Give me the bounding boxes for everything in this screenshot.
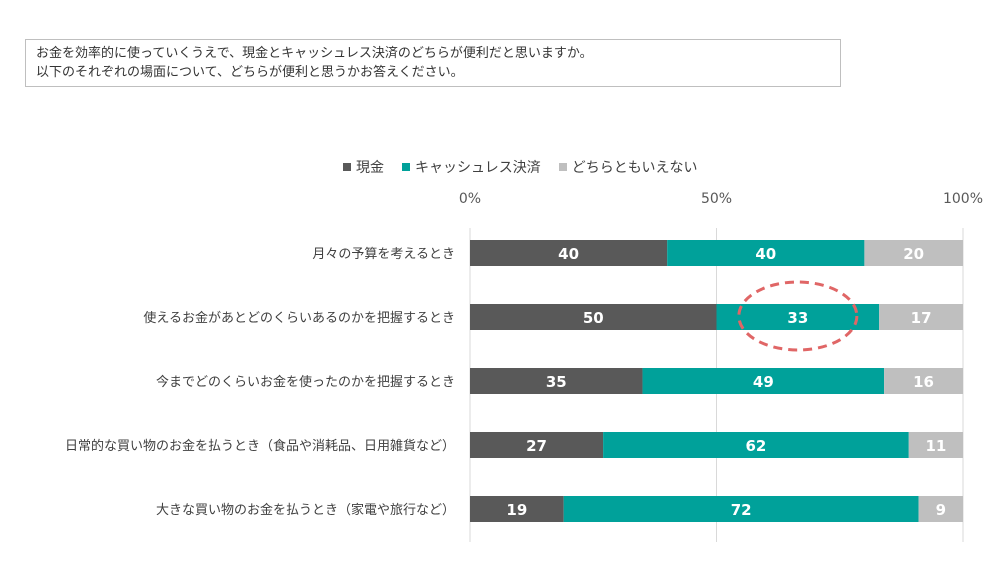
data-label-2-1: 17	[911, 309, 932, 327]
legend-swatch-neither	[558, 163, 567, 171]
bar-2-0	[864, 240, 963, 266]
legend-swatch-cash	[343, 163, 351, 171]
x-tick-label-50: 50%	[701, 191, 732, 207]
category-label-0: 月々の予算を考えるとき	[312, 247, 455, 262]
category-label-4: 大きな買い物のお金を払うとき（家電や旅行など）	[156, 502, 455, 518]
data-label-2-4: 9	[936, 501, 946, 519]
category-label-1: 使えるお金があとどのくらいあるのかを把握するとき	[143, 310, 455, 326]
bar-0-0	[470, 240, 668, 266]
category-label-2: 今までどのくらいお金を使ったのかを把握するとき	[156, 374, 455, 390]
bar-1-2	[642, 368, 885, 394]
highlight-ellipse	[737, 280, 859, 352]
legend-label-neither: どちらともいえない	[571, 160, 698, 176]
data-label-0-0: 40	[558, 245, 579, 263]
data-label-2-0: 20	[903, 245, 924, 263]
chart-legend: 現金 キャッシュレス決済 どちらともいえない	[343, 157, 697, 177]
bar-2-2	[884, 368, 963, 394]
data-label-0-3: 27	[526, 437, 547, 455]
bar-1-1	[716, 304, 880, 330]
bar-1-4	[563, 496, 919, 522]
legend-item-neither: どちらともいえない	[558, 157, 698, 177]
bar-0-2	[470, 368, 643, 394]
question-line-1: お金を効率的に使っていくうえで、現金とキャッシュレス決済のどちらが便利だと思いま…	[36, 46, 593, 61]
bar-2-4	[918, 496, 963, 522]
legend-label-cashless: キャッシュレス決済	[415, 160, 541, 176]
data-label-1-4: 72	[731, 501, 752, 519]
data-label-1-0: 40	[755, 245, 776, 263]
legend-swatch-cashless	[402, 163, 410, 171]
x-tick-label-100: 100%	[943, 191, 983, 207]
data-label-0-1: 50	[583, 309, 604, 327]
legend-item-cashless: キャッシュレス決済	[402, 157, 541, 177]
data-label-1-1: 33	[787, 309, 808, 327]
data-label-1-3: 62	[746, 437, 767, 455]
data-label-0-2: 35	[546, 373, 567, 391]
bar-2-3	[908, 432, 963, 458]
data-label-2-3: 11	[925, 437, 946, 455]
bar-0-1	[470, 304, 717, 330]
bar-1-3	[603, 432, 909, 458]
bar-1-0	[667, 240, 865, 266]
question-line-2: 以下のそれぞれの場面について、どちらが便利と思うかお答えください。	[36, 65, 464, 80]
bar-2-1	[879, 304, 963, 330]
data-label-0-4: 19	[506, 501, 527, 519]
bar-0-3	[470, 432, 604, 458]
legend-item-cash: 現金	[343, 157, 384, 177]
data-label-1-2: 49	[753, 373, 774, 391]
data-label-2-2: 16	[913, 373, 934, 391]
question-box: お金を効率的に使っていくうえで、現金とキャッシュレス決済のどちらが便利だと思いま…	[25, 39, 841, 87]
legend-label-cash: 現金	[356, 160, 384, 176]
x-tick-label-0: 0%	[459, 191, 481, 207]
category-label-3: 日常的な買い物のお金を払うとき（食品や消耗品、日用雑貨など）	[65, 438, 455, 454]
bar-0-4	[470, 496, 564, 522]
